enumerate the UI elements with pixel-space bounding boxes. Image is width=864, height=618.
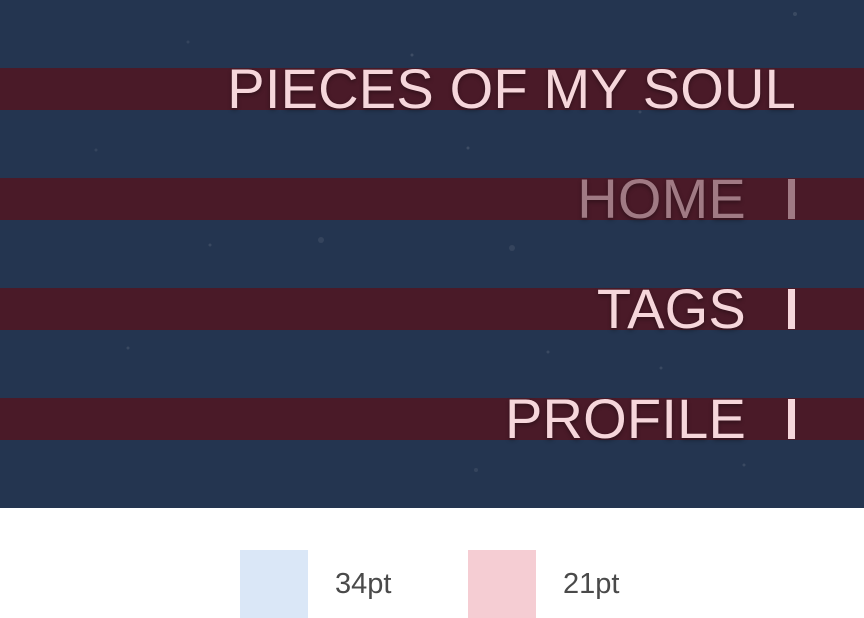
nav-item-home[interactable]: HOME [577, 167, 746, 230]
legend-label-34pt: 34pt [335, 568, 392, 600]
nav-marker-home [788, 179, 795, 219]
site-title[interactable]: PIECES OF MY SOUL [227, 57, 796, 120]
size-legend: 34pt 21pt [0, 550, 864, 618]
nav-marker-tags [788, 289, 795, 329]
legend-swatch-34pt [240, 550, 308, 618]
nav-marker-profile [788, 399, 795, 439]
nav-band-profile [0, 398, 864, 440]
nav-item-profile[interactable]: PROFILE [504, 387, 746, 450]
nav-item-tags[interactable]: TAGS [596, 277, 746, 340]
nav-band-tags [0, 288, 864, 330]
legend-swatch-21pt [468, 550, 536, 618]
nav-band-home [0, 178, 864, 220]
legend-label-21pt: 21pt [563, 568, 620, 600]
header-banner: PIECES OF MY SOUL HOME TAGS PROFILE [0, 0, 864, 508]
title-band [0, 68, 864, 110]
